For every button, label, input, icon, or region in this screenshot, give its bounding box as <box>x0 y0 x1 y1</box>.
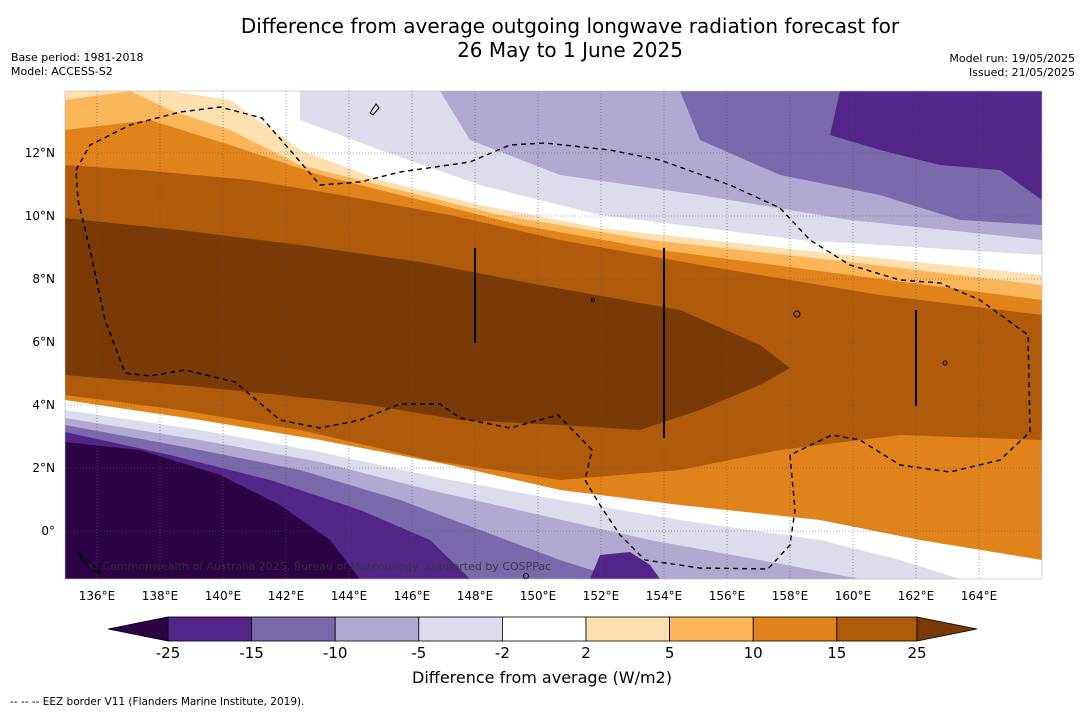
lon-tick-label: 160°E <box>835 589 872 603</box>
copyright-text: © Commonwealth of Australia 2025, Bureau… <box>88 560 551 573</box>
colorbar-segment <box>752 616 838 642</box>
lon-tick-label: 150°E <box>520 589 557 603</box>
lon-tick-label: 154°E <box>646 589 683 603</box>
lat-tick-label: 2°N <box>32 461 55 475</box>
lat-axis: 12°N 10°N 8°N 6°N 4°N 2°N 0° <box>25 146 55 538</box>
lat-tick-label: 12°N <box>25 146 55 160</box>
colorbar-tick-label: -5 <box>411 644 426 662</box>
colorbar-title: Difference from average (W/m2) <box>412 668 672 687</box>
colorbar-ticks: -25 -15 -10 -5 -2 2 5 10 15 25 <box>156 644 927 662</box>
model-label: Model: ACCESS-S2 <box>11 65 113 78</box>
colorbar-tick-label: 25 <box>907 644 926 662</box>
lon-tick-label: 156°E <box>709 589 746 603</box>
lon-axis: 136°E 138°E 140°E 142°E 144°E 146°E 148°… <box>79 589 998 603</box>
colorbar-tick-label: -15 <box>239 644 264 662</box>
lon-tick-label: 136°E <box>79 589 116 603</box>
island-outline <box>77 551 103 575</box>
meta-left: Base period: 1981-2018 Model: ACCESS-S2 <box>11 51 143 79</box>
band-purple-deep <box>830 91 1042 200</box>
title-line-2: 26 May to 1 June 2025 <box>457 38 683 62</box>
base-period-label: Base period: 1981-2018 <box>11 51 144 64</box>
colorbar-segment <box>418 616 503 642</box>
colorbar-segment <box>167 616 252 642</box>
colorbar-segment <box>669 616 754 642</box>
island-outline <box>793 310 801 318</box>
lon-tick-label: 148°E <box>457 589 494 603</box>
island-outline <box>523 573 529 579</box>
colorbar-extend-high <box>916 616 978 642</box>
colorbar-tick-label: 5 <box>665 644 675 662</box>
map-frame <box>64 90 1043 580</box>
colorbar-segment <box>251 616 336 642</box>
colorbar-tick-label: -2 <box>495 644 510 662</box>
island-outline <box>942 360 948 366</box>
lat-tick-label: 8°N <box>32 272 55 286</box>
band-brown-core <box>65 218 790 430</box>
colorbar-extend-low <box>107 616 169 642</box>
title-line-1: Difference from average outgoing longwav… <box>240 14 900 38</box>
colorbar-tick-label: -10 <box>323 644 348 662</box>
lon-tick-label: 142°E <box>268 589 305 603</box>
issued-label: Issued: 21/05/2025 <box>968 66 1075 79</box>
island-outline <box>369 103 380 116</box>
colorbar-tick-label: -25 <box>156 644 181 662</box>
map-title: Difference from average outgoing longwav… <box>0 14 1085 62</box>
lon-tick-label: 138°E <box>142 589 179 603</box>
colorbar-tick-label: 10 <box>744 644 763 662</box>
lon-tick-label: 162°E <box>898 589 935 603</box>
meta-right: Model run: 19/05/2025 Issued: 21/05/2025 <box>949 52 1075 80</box>
colorbar-segment <box>501 616 587 642</box>
ola-contour-field: © Commonwealth of Australia 2025, Bureau… <box>65 91 1042 579</box>
lon-tick-label: 152°E <box>583 589 620 603</box>
lon-tick-label: 140°E <box>205 589 242 603</box>
lon-tick-label: 144°E <box>331 589 368 603</box>
colorbar <box>107 616 978 642</box>
islands <box>77 103 948 579</box>
eez-border <box>75 106 1031 570</box>
eez-legend-note: -- -- -- EEZ border V11 (Flanders Marine… <box>10 696 305 708</box>
lat-tick-label: 4°N <box>32 398 55 412</box>
colorbar-tick-label: 15 <box>827 644 846 662</box>
lon-tick-label: 146°E <box>394 589 431 603</box>
lon-tick-label: 158°E <box>772 589 809 603</box>
colorbar-segment <box>334 616 420 642</box>
island-markers <box>474 248 917 438</box>
colorbar-segment <box>836 616 918 642</box>
model-run-label: Model run: 19/05/2025 <box>949 52 1075 65</box>
lat-tick-label: 10°N <box>25 209 55 223</box>
band-south-patch <box>590 552 660 579</box>
lat-tick-label: 0° <box>41 524 55 538</box>
lon-tick-label: 164°E <box>961 589 998 603</box>
island-outline <box>591 298 595 302</box>
lat-tick-label: 6°N <box>32 335 55 349</box>
colorbar-segment <box>585 616 670 642</box>
colorbar-tick-label: 2 <box>581 644 591 662</box>
